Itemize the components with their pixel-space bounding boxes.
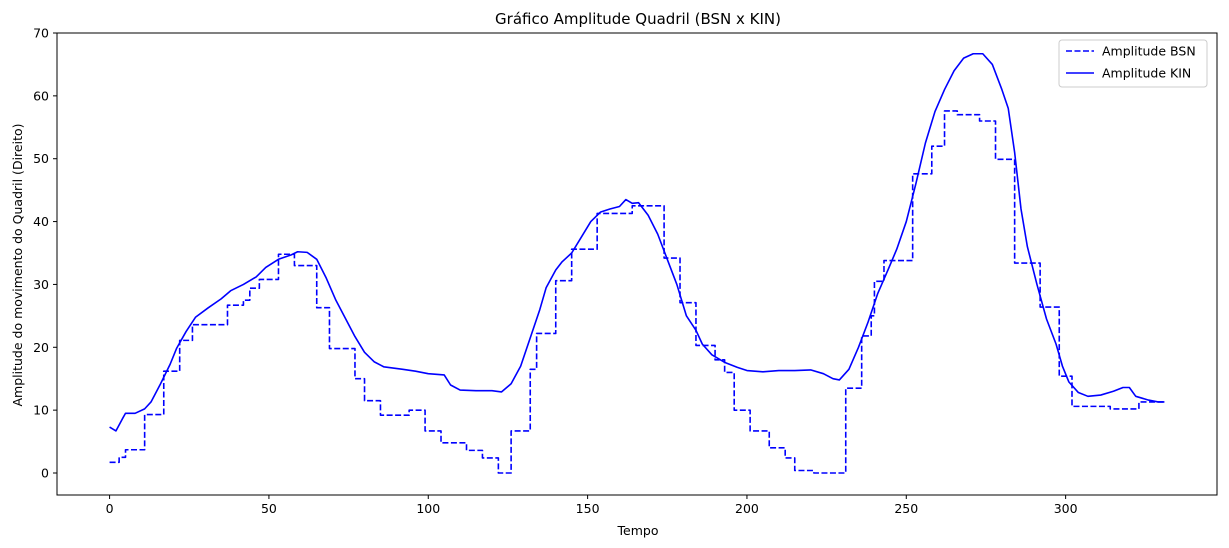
x-axis-label: Tempo xyxy=(617,523,659,538)
x-tick-label: 50 xyxy=(261,501,277,516)
y-tick-label: 20 xyxy=(33,340,49,355)
y-tick-label: 0 xyxy=(41,466,49,481)
legend-box xyxy=(1058,39,1208,88)
plot-area xyxy=(109,52,1165,474)
y-axis-label: Amplitude do movimento do Quadril (Direi… xyxy=(10,124,25,407)
x-tick-label: 0 xyxy=(106,501,114,516)
y-tick-label: 60 xyxy=(33,88,49,103)
y-tick-label: 30 xyxy=(33,277,49,292)
x-tick-label: 300 xyxy=(1054,501,1078,516)
series-line-bsn xyxy=(109,110,1165,474)
y-tick-label: 10 xyxy=(33,403,49,418)
legend: Amplitude BSN Amplitude KIN xyxy=(1058,39,1208,88)
chart-title: Gráfico Amplitude Quadril (BSN x KIN) xyxy=(495,10,781,28)
legend-label-bsn: Amplitude BSN xyxy=(1102,44,1196,59)
legend-label-kin: Amplitude KIN xyxy=(1102,66,1191,81)
y-axis: 0 10 20 30 40 50 60 70 xyxy=(33,26,57,481)
y-tick-label: 70 xyxy=(33,26,49,41)
series-line-kin xyxy=(109,52,1165,432)
y-tick-label: 40 xyxy=(33,214,49,229)
x-tick-label: 150 xyxy=(576,501,600,516)
x-tick-label: 200 xyxy=(735,501,759,516)
x-tick-label: 250 xyxy=(894,501,918,516)
x-axis: 0 50 100 150 200 250 300 xyxy=(106,495,1078,516)
x-tick-label: 100 xyxy=(416,501,440,516)
y-tick-label: 50 xyxy=(33,151,49,166)
axes-frame xyxy=(56,32,1218,496)
